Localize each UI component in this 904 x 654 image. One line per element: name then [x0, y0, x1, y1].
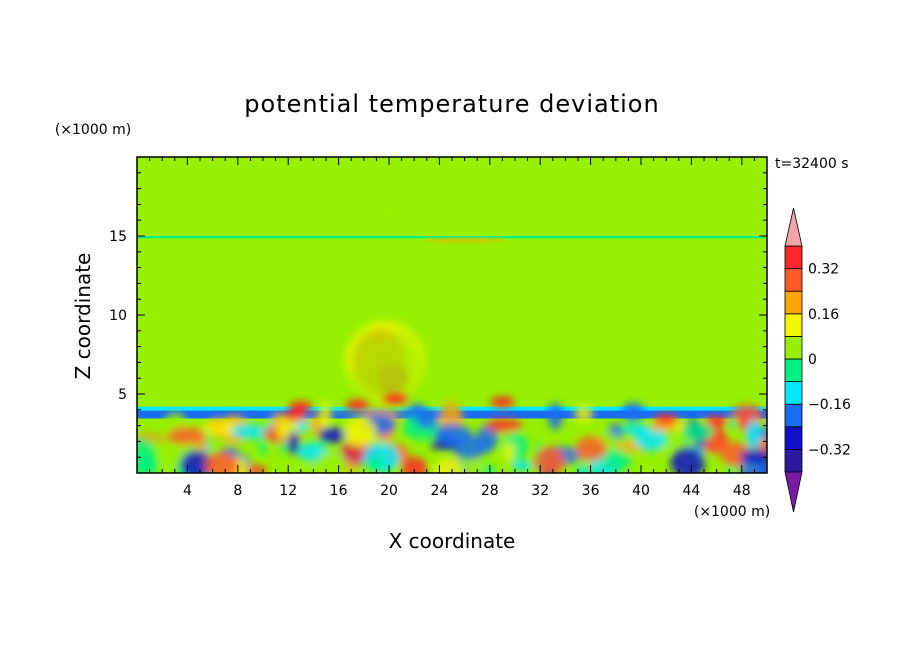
colorbar-tick-label: −0.32	[808, 442, 851, 458]
x-tick-label: 32	[531, 483, 549, 499]
colorbar: 0.32 0.16 0 −0.16 −0.32	[784, 207, 851, 513]
time-label: t=32400 s	[775, 156, 849, 172]
x-axis: 4 8 12 16 20 24 28 32 36 40 44 48	[149, 157, 755, 499]
y-tick-label: 5	[118, 387, 127, 403]
colorbar-bin	[784, 448, 803, 473]
y-tick-label: 10	[109, 308, 127, 324]
x-tick-label: 28	[481, 483, 499, 499]
x-tick-label: 8	[233, 483, 242, 499]
x-axis-label: X coordinate	[389, 529, 516, 553]
colorbar-bin	[784, 335, 803, 360]
plume-0	[332, 307, 452, 409]
colorbar-bottom-extension	[784, 471, 803, 513]
colorbar-bin	[784, 313, 803, 337]
colorbar-tick-label: 0.32	[808, 262, 839, 278]
colorbar-bin	[784, 358, 803, 383]
colorbar-bin	[784, 381, 803, 405]
boundary-layer	[137, 393, 767, 473]
y-axis: 5 10 15	[109, 172, 767, 458]
x-tick-label: 44	[682, 483, 700, 499]
mid-positive-band	[137, 247, 767, 301]
x-tick-label: 4	[183, 483, 192, 499]
y-axis-label: Z coordinate	[71, 253, 95, 380]
colorbar-bin	[784, 290, 803, 315]
plot-area	[137, 157, 767, 473]
colorbar-bin	[784, 268, 803, 292]
colorbar-bin	[784, 245, 803, 270]
colorbar-bin	[784, 426, 803, 450]
x-tick-label: 16	[330, 483, 348, 499]
x-unit-label: (×1000 m)	[694, 504, 770, 520]
chart-title: potential temperature deviation	[244, 90, 659, 118]
colorbar-bin	[784, 403, 803, 428]
field-layer	[137, 160, 767, 473]
x-tick-label: 12	[279, 483, 297, 499]
y-tick-label: 15	[109, 229, 127, 245]
x-tick-label: 36	[582, 483, 600, 499]
colorbar-tick-label: −0.16	[808, 397, 851, 413]
upper-positive-band	[137, 160, 767, 232]
colorbar-tick-label: 0	[808, 352, 817, 368]
x-tick-label: 24	[430, 483, 448, 499]
tropopause-spot-0	[422, 237, 507, 243]
y-unit-label: (×1000 m)	[55, 122, 131, 138]
layer-3	[137, 236, 767, 239]
x-tick-label: 20	[380, 483, 398, 499]
colorbar-top-extension	[784, 207, 803, 247]
colorbar-tick-label: 0.16	[808, 307, 839, 323]
x-tick-label: 48	[733, 483, 751, 499]
x-tick-label: 40	[632, 483, 650, 499]
